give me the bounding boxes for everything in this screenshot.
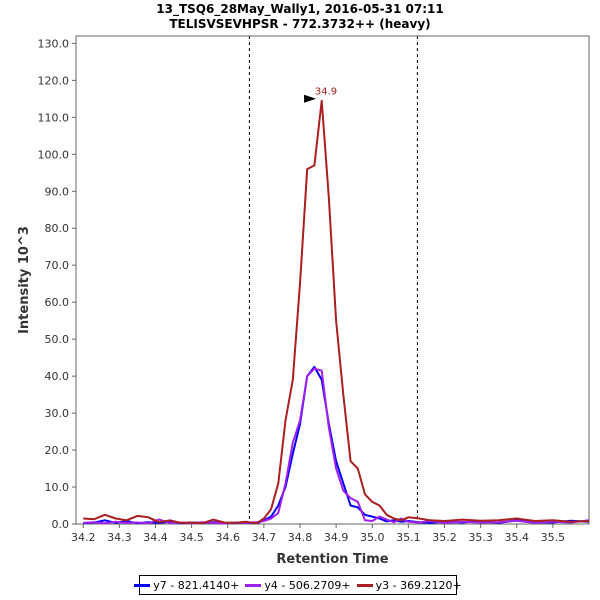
x-tick-label: 34.5 (179, 531, 204, 544)
annotation-layer: 34.9 (304, 87, 337, 103)
x-tick-label: 34.4 (143, 531, 168, 544)
x-axis-title: Retention Time (276, 552, 388, 567)
axes-layer: 0.0 10.0 20.0 30.0 40.0 50.0 60.0 70.0 80.0 90.0 1… (38, 35, 590, 544)
legend-item-y3: y3 - 369.2120+ (356, 578, 462, 592)
y-tick-label: 50.0 (45, 333, 70, 346)
legend-swatch-y4 (245, 583, 262, 587)
peak-arrow-icon (304, 94, 317, 103)
chart-title-line1: 13_TSQ6_28May_Wally1, 2016-05-31 07:11 (156, 2, 444, 16)
y-tick-label: 30.0 (45, 407, 70, 420)
x-tick-label: 34.6 (215, 531, 240, 544)
y-tick-label: 90.0 (45, 185, 70, 198)
y-tick-label: 80.0 (45, 222, 70, 235)
plot-frame (75, 35, 590, 525)
x-tick-label: 35.0 (360, 531, 385, 544)
y-tick-label: 20.0 (45, 444, 70, 457)
legend: y7 - 821.4140+ y4 - 506.2709+ y3 - 369.2… (134, 575, 462, 595)
x-tick-label: 35.3 (468, 531, 493, 544)
y-tick-label: 40.0 (45, 370, 70, 383)
x-tick-label: 35.4 (504, 531, 529, 544)
y-tick-label: 130.0 (38, 37, 70, 50)
x-tick-label: 35.5 (541, 531, 566, 544)
x-tick-label: 34.8 (288, 531, 313, 544)
legend-swatch-y7 (134, 583, 151, 587)
legend-item-y7: y7 - 821.4140+ (134, 579, 239, 592)
legend-label-y7: y7 - 821.4140+ (153, 578, 240, 592)
legend-item-y4: y4 - 506.2709+ (245, 578, 351, 592)
series-layer (83, 99, 590, 525)
x-tick-label: 35.1 (396, 531, 421, 544)
series-line-y3 (83, 99, 590, 525)
x-tick-label: 34.2 (71, 531, 96, 544)
peak-label: 34.9 (315, 87, 337, 98)
y-tick-label: 70.0 (45, 259, 70, 272)
chart-title-line2: TELISVSEVHPSR - 772.3732++ (heavy) (169, 17, 431, 31)
y-tick-label: 110.0 (38, 111, 70, 124)
y-tick-label: 10.0 (45, 481, 70, 494)
legend-label-y4: y4 - 506.2709+ (264, 578, 351, 592)
x-tick-label: 34.9 (324, 531, 349, 544)
x-tick-label: 35.2 (432, 531, 457, 544)
series-line-y7 (83, 365, 590, 525)
x-tick-label: 34.3 (107, 531, 132, 544)
y-tick-label: 0.0 (52, 518, 70, 531)
y-axis-title: Intensity 10^3 (17, 226, 32, 334)
y-tick-label: 60.0 (45, 296, 70, 309)
y-tick-label: 120.0 (38, 74, 70, 87)
y-tick-label: 100.0 (38, 148, 70, 161)
series-line-y4 (83, 367, 590, 525)
legend-swatch-y3 (356, 583, 373, 587)
x-tick-label: 34.7 (252, 531, 277, 544)
legend-label-y3: y3 - 369.2120+ (375, 578, 462, 592)
